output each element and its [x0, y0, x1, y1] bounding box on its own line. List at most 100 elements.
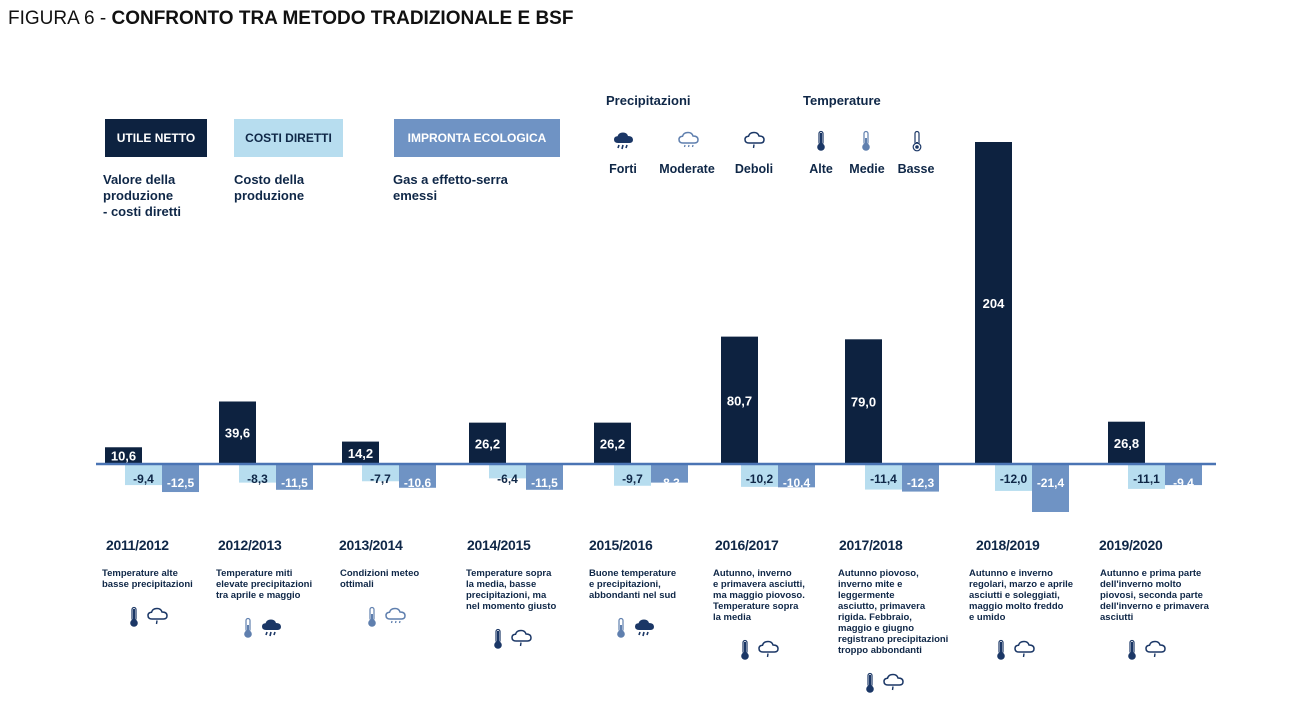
- cloud-light-rain-icon: [510, 628, 534, 655]
- season-description: Autunno piovoso, inverno mite e leggerment…: [838, 568, 948, 656]
- season-description-line: elevate precipitazioni: [216, 579, 313, 590]
- legend-costi-diretti-label: COSTI DIRETTI: [245, 131, 332, 145]
- season-description-line: rigida. Febbraio,: [838, 612, 912, 623]
- bar-costi-diretti: [489, 464, 526, 479]
- season-year-label: 2011/2012: [106, 537, 169, 553]
- season-description-line: e precipitazioni,: [589, 579, 661, 590]
- season-description-line: maggio e giugno: [838, 623, 914, 634]
- season-year-label: 2017/2018: [839, 537, 903, 553]
- season-year-label: 2015/2016: [589, 537, 653, 553]
- data-label-costi-diretti: -9,4: [133, 472, 154, 486]
- season-description-line: nel momento giusto: [466, 601, 557, 612]
- season-description-line: Condizioni meteo: [340, 568, 420, 579]
- data-label-costi-diretti: -11,1: [1133, 472, 1160, 486]
- data-label-utile-netto: 204: [983, 296, 1005, 311]
- bar-utile-netto: [845, 339, 882, 464]
- legend-desc-line: - costi diretti: [103, 204, 182, 219]
- temp-label-alte: Alte: [809, 162, 833, 176]
- data-label-utile-netto: 79,0: [851, 395, 876, 410]
- bar-costi-diretti: [239, 464, 276, 483]
- temp-label-medie: Medie: [849, 162, 885, 176]
- cloud-heavy-rain-icon: [614, 132, 633, 150]
- legend-utile-netto-box: UTILE NETTO: [105, 119, 207, 157]
- data-label-impronta-ecologica: -10,6: [404, 476, 432, 490]
- precipitazioni-heading: Precipitazioni: [606, 93, 691, 108]
- legend-utile-netto-desc: Valore della produzione - costi diretti: [103, 172, 213, 220]
- cloud-light-rain-icon: [744, 131, 765, 149]
- season-description-line: Temperature miti: [216, 568, 293, 579]
- season-description-line: precipitazioni, ma: [466, 590, 547, 601]
- season-description-line: maggio molto freddo: [969, 601, 1064, 612]
- cloud-light-rain-icon: [1013, 639, 1037, 666]
- legend-impronta-desc: Gas a effetto-serra emessi: [393, 172, 543, 204]
- figure-title-main: CONFRONTO TRA METODO TRADIZIONALE E BSF: [111, 8, 574, 29]
- bar-impronta-ecologica: [778, 464, 815, 488]
- season-description-line: tra aprile e maggio: [216, 590, 301, 601]
- season-description: Condizioni meteo ottimali: [340, 568, 419, 590]
- bar-utile-netto: [219, 401, 256, 464]
- season-description-line: ma maggio piovoso.: [713, 590, 805, 601]
- season-description: Autunno e prima parte dell'inverno molto p…: [1100, 568, 1209, 623]
- legend-costi-diretti-box: COSTI DIRETTI: [234, 119, 343, 157]
- data-label-utile-netto: 26,2: [600, 436, 625, 451]
- season-description-line: Autunno e prima parte: [1100, 568, 1202, 579]
- bar-costi-diretti: [614, 464, 651, 486]
- bar-costi-diretti: [125, 464, 162, 486]
- season-description-line: dell'inverno molto: [1100, 579, 1182, 590]
- season-description: Buone temperature e precipitazioni, abbond…: [589, 568, 676, 601]
- data-label-costi-diretti: -7,7: [370, 472, 391, 486]
- data-label-costi-diretti: -11,4: [870, 472, 897, 486]
- legend-desc-line: Gas a effetto-serra: [393, 172, 508, 187]
- data-label-costi-diretti: -12,0: [1000, 472, 1028, 486]
- precip-label-deboli: Deboli: [734, 162, 774, 176]
- cloud-light-rain-icon: [882, 672, 906, 699]
- bar-impronta-ecologica: [1032, 464, 1069, 512]
- season-year-label: 2013/2014: [339, 537, 403, 553]
- data-label-costi-diretti: -10,2: [746, 472, 774, 486]
- data-label-impronta-ecologica: -11,5: [531, 476, 558, 490]
- figure-title: FIGURA 6 - CONFRONTO TRA METODO TRADIZIO…: [8, 8, 573, 30]
- cloud-moderate-rain-icon: [678, 131, 699, 148]
- season-description-line: ottimali: [340, 579, 374, 590]
- season-year-label: 2016/2017: [715, 537, 779, 553]
- data-label-costi-diretti: -8,3: [247, 472, 268, 486]
- season-description-line: e primavera asciutti,: [713, 579, 805, 590]
- thermometer-medium-icon: [615, 617, 627, 644]
- bar-utile-netto: [342, 441, 379, 464]
- season-description-line: asciutti e soleggiati,: [969, 590, 1060, 601]
- season-description-line: inverno mite e: [838, 579, 903, 590]
- bar-utile-netto: [721, 336, 758, 464]
- thermometer-high-icon: [492, 628, 504, 655]
- legend-desc-line: produzione: [103, 188, 174, 203]
- bar-costi-diretti: [741, 464, 778, 487]
- season-description-line: Buone temperature: [589, 568, 677, 579]
- bar-impronta-ecologica: [651, 464, 688, 483]
- thermometer-medium-icon: [242, 617, 254, 644]
- season-description: Autunno e inverno regolari, marzo e april…: [969, 568, 1073, 623]
- data-label-utile-netto: 26,2: [475, 436, 500, 451]
- legend-impronta-label: IMPRONTA ECOLOGICA: [407, 131, 547, 145]
- data-label-utile-netto: 39,6: [225, 426, 250, 441]
- bar-impronta-ecologica: [526, 464, 563, 490]
- data-label-utile-netto: 10,6: [111, 449, 136, 464]
- legend-desc-line: emessi: [393, 188, 438, 203]
- thermometer-medium-icon: [862, 130, 870, 151]
- season-description-line: regolari, marzo e aprile: [969, 579, 1074, 590]
- season-description-line: asciutto, primavera: [838, 601, 926, 612]
- bar-utile-netto: [105, 447, 142, 464]
- season-year-label: 2014/2015: [467, 537, 531, 553]
- season-description: Autunno, inverno e primavera asciutti, ma …: [713, 568, 805, 623]
- season-description-line: Temperature sopra: [466, 568, 552, 579]
- data-label-impronta-ecologica: -12,5: [167, 476, 195, 490]
- data-label-impronta-ecologica: -9,4: [1173, 476, 1194, 490]
- season-description-line: dell'inverno e primavera: [1100, 601, 1209, 612]
- season-description-line: Autunno piovoso,: [838, 568, 919, 579]
- season-description: Temperature miti elevate precipitazioni tr…: [216, 568, 312, 601]
- season-description-line: piovosi, seconda parte: [1100, 590, 1203, 601]
- thermometer-high-icon: [128, 606, 140, 633]
- temperature-heading: Temperature: [803, 93, 881, 108]
- legend-desc-line: produzione: [234, 188, 305, 203]
- season-description-line: Temperature sopra: [713, 601, 799, 612]
- season-description-line: la media, basse: [466, 579, 537, 590]
- data-label-costi-diretti: -9,7: [622, 472, 643, 486]
